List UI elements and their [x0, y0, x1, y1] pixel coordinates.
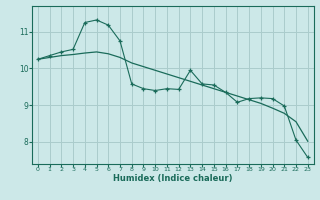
X-axis label: Humidex (Indice chaleur): Humidex (Indice chaleur): [113, 174, 233, 183]
